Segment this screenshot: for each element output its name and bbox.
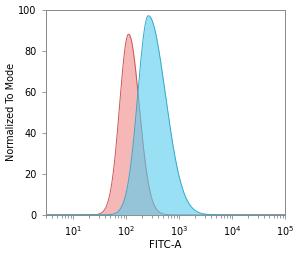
- X-axis label: FITC-A: FITC-A: [149, 240, 182, 250]
- Y-axis label: Normalized To Mode: Normalized To Mode: [6, 63, 16, 161]
